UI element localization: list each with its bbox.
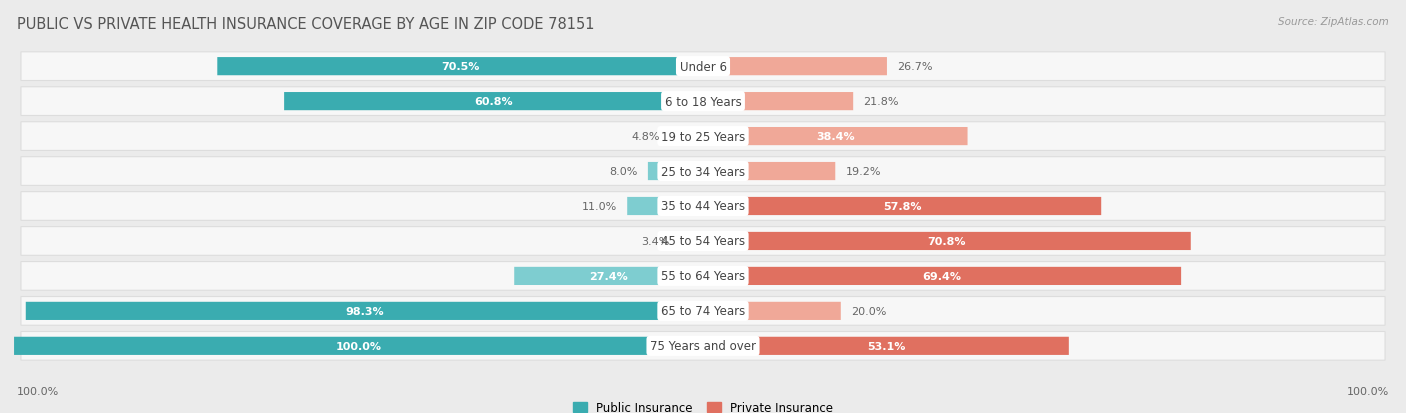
FancyBboxPatch shape	[21, 122, 1385, 151]
FancyBboxPatch shape	[648, 163, 703, 181]
Text: 57.8%: 57.8%	[883, 202, 921, 211]
FancyBboxPatch shape	[218, 58, 703, 76]
Text: 45 to 54 Years: 45 to 54 Years	[661, 235, 745, 248]
Text: 4.8%: 4.8%	[631, 132, 659, 142]
FancyBboxPatch shape	[703, 337, 1069, 355]
Text: PUBLIC VS PRIVATE HEALTH INSURANCE COVERAGE BY AGE IN ZIP CODE 78151: PUBLIC VS PRIVATE HEALTH INSURANCE COVER…	[17, 17, 595, 31]
Text: 69.4%: 69.4%	[922, 271, 962, 281]
Text: Source: ZipAtlas.com: Source: ZipAtlas.com	[1278, 17, 1389, 26]
FancyBboxPatch shape	[21, 297, 1385, 325]
FancyBboxPatch shape	[14, 337, 703, 355]
Text: 65 to 74 Years: 65 to 74 Years	[661, 305, 745, 318]
Text: 100.0%: 100.0%	[1347, 387, 1389, 396]
Text: 55 to 64 Years: 55 to 64 Years	[661, 270, 745, 283]
Text: 19 to 25 Years: 19 to 25 Years	[661, 130, 745, 143]
FancyBboxPatch shape	[21, 88, 1385, 116]
FancyBboxPatch shape	[25, 302, 703, 320]
FancyBboxPatch shape	[703, 267, 1181, 285]
Text: 21.8%: 21.8%	[863, 97, 898, 107]
Text: 38.4%: 38.4%	[815, 132, 855, 142]
FancyBboxPatch shape	[515, 267, 703, 285]
FancyBboxPatch shape	[284, 93, 703, 111]
Text: 19.2%: 19.2%	[845, 166, 882, 177]
FancyBboxPatch shape	[21, 332, 1385, 360]
FancyBboxPatch shape	[21, 53, 1385, 81]
FancyBboxPatch shape	[703, 232, 1191, 250]
Text: 27.4%: 27.4%	[589, 271, 628, 281]
FancyBboxPatch shape	[679, 232, 703, 250]
FancyBboxPatch shape	[703, 93, 853, 111]
FancyBboxPatch shape	[703, 58, 887, 76]
FancyBboxPatch shape	[703, 197, 1101, 216]
Text: 11.0%: 11.0%	[582, 202, 617, 211]
Text: 53.1%: 53.1%	[866, 341, 905, 351]
Text: 3.4%: 3.4%	[641, 236, 669, 247]
Text: Under 6: Under 6	[679, 61, 727, 74]
Text: 6 to 18 Years: 6 to 18 Years	[665, 95, 741, 108]
Text: 70.8%: 70.8%	[928, 236, 966, 247]
FancyBboxPatch shape	[21, 157, 1385, 186]
Text: 26.7%: 26.7%	[897, 62, 932, 72]
Text: 35 to 44 Years: 35 to 44 Years	[661, 200, 745, 213]
FancyBboxPatch shape	[21, 262, 1385, 291]
FancyBboxPatch shape	[703, 163, 835, 181]
Text: 100.0%: 100.0%	[336, 341, 381, 351]
FancyBboxPatch shape	[21, 192, 1385, 221]
Text: 8.0%: 8.0%	[609, 166, 637, 177]
Text: 20.0%: 20.0%	[851, 306, 887, 316]
Text: 25 to 34 Years: 25 to 34 Years	[661, 165, 745, 178]
Text: 60.8%: 60.8%	[474, 97, 513, 107]
Legend: Public Insurance, Private Insurance: Public Insurance, Private Insurance	[572, 401, 834, 413]
FancyBboxPatch shape	[703, 128, 967, 146]
FancyBboxPatch shape	[703, 302, 841, 320]
Text: 70.5%: 70.5%	[441, 62, 479, 72]
Text: 98.3%: 98.3%	[344, 306, 384, 316]
Text: 100.0%: 100.0%	[17, 387, 59, 396]
FancyBboxPatch shape	[21, 227, 1385, 256]
FancyBboxPatch shape	[627, 197, 703, 216]
Text: 75 Years and over: 75 Years and over	[650, 339, 756, 352]
FancyBboxPatch shape	[669, 128, 703, 146]
